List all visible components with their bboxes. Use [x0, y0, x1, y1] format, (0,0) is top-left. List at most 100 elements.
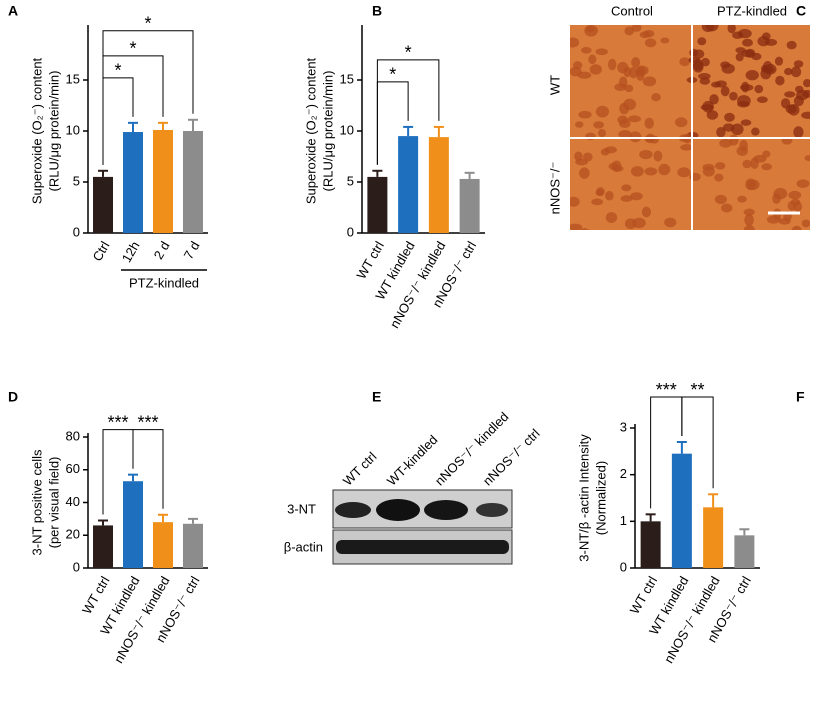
bar: [153, 522, 173, 568]
cell: [636, 68, 645, 81]
cell: [751, 52, 762, 61]
cell: [769, 238, 778, 249]
cell: [751, 127, 760, 136]
cell: [743, 224, 756, 230]
y-axis-label: 3-NT positive cells: [29, 449, 44, 555]
cell: [611, 165, 624, 172]
cell: [741, 81, 750, 93]
cell: [624, 26, 635, 36]
x-tick-label: 7 d: [181, 239, 203, 262]
cell: [721, 203, 733, 213]
significance-label: *: [389, 65, 396, 85]
cell: [765, 239, 774, 249]
cell: [617, 61, 629, 74]
y-tick-label: 10: [340, 122, 354, 137]
cell: [775, 75, 785, 86]
cell: [651, 232, 661, 242]
cell: [611, 232, 623, 242]
panel-letter: C: [796, 3, 806, 19]
cell: [651, 93, 661, 102]
cell: [750, 157, 759, 169]
y-tick-label: 5: [347, 173, 354, 188]
y-axis-label: Superoxide (O₂⁻) content: [303, 57, 318, 204]
blot-band: [336, 540, 509, 554]
cell: [742, 38, 753, 47]
cell: [618, 130, 632, 139]
cell: [605, 190, 614, 201]
cell: [588, 54, 597, 65]
cell: [761, 163, 773, 171]
cell: [774, 56, 784, 66]
y-tick-label: 15: [340, 71, 354, 86]
cell: [644, 167, 658, 176]
cell: [620, 195, 633, 202]
cell: [731, 123, 744, 136]
cell: [679, 57, 690, 67]
significance-label: ***: [107, 412, 128, 432]
cell: [729, 91, 738, 101]
cell: [721, 63, 735, 74]
cell: [745, 178, 757, 191]
cell: [732, 31, 744, 39]
cell: [699, 77, 711, 85]
cell: [621, 184, 632, 192]
cell: [737, 100, 750, 108]
lane-label: WT ctrl: [340, 449, 380, 489]
cell: [791, 225, 802, 230]
cell: [735, 52, 744, 62]
column-label: PTZ-kindled: [717, 3, 787, 18]
cell: [781, 98, 791, 109]
y-axis-label: 3-NT/β -actin Intensity: [576, 434, 591, 562]
cell: [653, 150, 663, 162]
cell: [790, 66, 802, 78]
y-tick-label: 10: [66, 122, 80, 137]
significance-bracket: [132, 429, 164, 509]
cell: [582, 152, 593, 162]
cell: [595, 48, 608, 56]
significance-bracket: [102, 30, 194, 165]
y-tick-label: 5: [73, 173, 80, 188]
cell: [589, 64, 602, 75]
panel-letter: D: [8, 389, 18, 405]
cell: [595, 105, 610, 118]
cell: [801, 111, 810, 119]
cell: [639, 31, 651, 39]
panel-letter: B: [372, 3, 382, 19]
cell: [674, 117, 688, 128]
significance-bracket: [376, 59, 440, 165]
significance-label: *: [405, 43, 412, 63]
y-tick-label: 40: [66, 494, 80, 509]
bar: [93, 176, 113, 233]
y-tick-label: 0: [620, 559, 627, 574]
blot-panel: E 3-NT β-actin WT ctrl WT-kindled nNOS⁻/…: [284, 389, 543, 565]
cell: [803, 78, 810, 88]
cell: [579, 228, 590, 230]
bar: [459, 178, 480, 233]
cell: [631, 57, 641, 68]
cell: [766, 215, 781, 224]
cell: [739, 238, 748, 245]
y-tick-label: 1: [620, 513, 627, 528]
micrograph-panel: C Control PTZ-kindled WT nNOS⁻/⁻: [547, 3, 810, 250]
cell: [804, 155, 810, 162]
x-tick-label: Ctrl: [89, 239, 112, 264]
cell: [600, 148, 610, 156]
cell: [719, 243, 730, 250]
y-tick-label: 20: [66, 527, 80, 542]
cell: [714, 173, 724, 182]
bar: [93, 525, 113, 568]
cell: [627, 115, 641, 123]
significance-label: *: [114, 61, 121, 81]
cell: [724, 112, 735, 122]
cell: [575, 158, 588, 166]
band-label: β-actin: [284, 539, 323, 554]
cell: [728, 134, 739, 146]
cell: [757, 36, 770, 47]
cell: [701, 25, 715, 33]
y-axis-label: (RLU/μg protein/min): [46, 71, 61, 192]
cell: [793, 95, 804, 107]
blot-band: [424, 500, 468, 520]
cell: [715, 80, 727, 88]
x-tick-label: 2 d: [151, 239, 173, 262]
